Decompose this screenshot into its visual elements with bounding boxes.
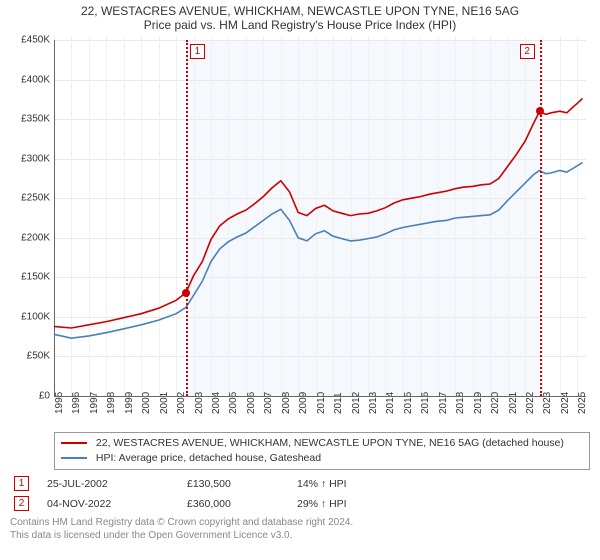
legend-row-property: 22, WESTACRES AVENUE, WHICKHAM, NEWCASTL…	[61, 436, 583, 451]
y-tick-label: £50K	[27, 351, 50, 362]
line-series-svg	[54, 40, 586, 396]
marker-box: 1	[190, 44, 205, 59]
y-tick-label: £0	[39, 391, 50, 402]
footer-line2: This data is licensed under the Open Gov…	[10, 529, 590, 542]
series-hpi	[54, 163, 583, 339]
y-tick-label: £300K	[21, 153, 50, 164]
y-tick-label: £100K	[21, 311, 50, 322]
footer: Contains HM Land Registry data © Crown c…	[10, 516, 590, 542]
callout-marker-box: 2	[14, 496, 29, 511]
callout-pct: 29% ↑ HPI	[297, 498, 437, 510]
y-tick-label: £350K	[21, 114, 50, 125]
callout-row: 2 04-NOV-2022 £360,000 29% ↑ HPI	[10, 494, 590, 514]
y-tick-label: £450K	[21, 35, 50, 46]
marker-line	[540, 40, 542, 396]
chart-title-line2: Price paid vs. HM Land Registry's House …	[8, 18, 592, 32]
legend-label: 22, WESTACRES AVENUE, WHICKHAM, NEWCASTL…	[96, 437, 564, 449]
y-tick-label: £250K	[21, 193, 50, 204]
marker-dot	[536, 107, 544, 115]
chart-title-line1: 22, WESTACRES AVENUE, WHICKHAM, NEWCASTL…	[8, 4, 592, 18]
callout-price: £130,500	[187, 478, 297, 490]
plot-area: £0 £50K £100K £150K £200K £250K £300K £350K £400…	[10, 36, 590, 426]
series-property	[54, 99, 583, 329]
legend-swatch	[61, 457, 87, 459]
callout-date: 04-NOV-2022	[47, 498, 187, 510]
callout-date: 25-JUL-2002	[47, 478, 187, 490]
callout-row: 1 25-JUL-2002 £130,500 14% ↑ HPI	[10, 474, 590, 494]
chart-card: 22, WESTACRES AVENUE, WHICKHAM, NEWCASTL…	[0, 0, 600, 542]
legend-row-hpi: HPI: Average price, detached house, Gate…	[61, 451, 583, 466]
callout-pct: 14% ↑ HPI	[297, 478, 437, 490]
y-tick-label: £150K	[21, 272, 50, 283]
footer-line1: Contains HM Land Registry data © Crown c…	[10, 516, 590, 529]
y-tick-label: £400K	[21, 74, 50, 85]
chart-title-block: 22, WESTACRES AVENUE, WHICKHAM, NEWCASTL…	[0, 0, 600, 34]
legend: 22, WESTACRES AVENUE, WHICKHAM, NEWCASTL…	[54, 432, 590, 470]
callout-table: 1 25-JUL-2002 £130,500 14% ↑ HPI 2 04-NO…	[10, 474, 590, 514]
legend-label: HPI: Average price, detached house, Gate…	[96, 452, 321, 464]
callout-marker-box: 1	[14, 476, 29, 491]
marker-dot	[182, 289, 190, 297]
x-axis	[54, 396, 586, 397]
legend-swatch	[61, 442, 87, 444]
y-tick-label: £200K	[21, 232, 50, 243]
marker-line	[186, 40, 188, 396]
callout-price: £360,000	[187, 498, 297, 510]
marker-box: 2	[520, 44, 535, 59]
